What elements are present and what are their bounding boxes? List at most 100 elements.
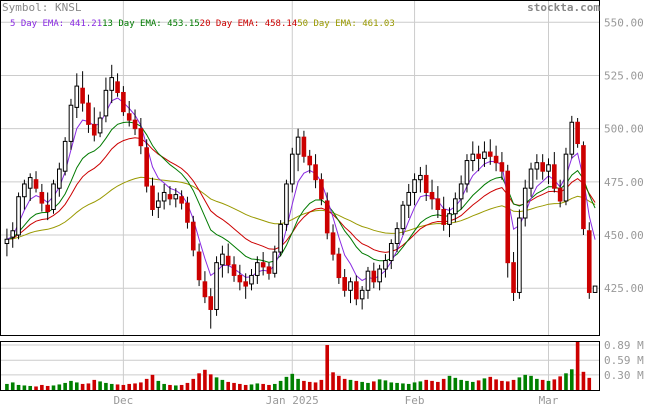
volume-bar [529,375,533,390]
volume-bar [63,382,67,390]
candle-body [190,221,196,251]
date-tick-label: Feb [405,394,425,406]
candle-body [592,285,598,293]
volume-tick-label: 0.59 M [604,354,644,367]
candle-body [138,128,144,147]
volume-bar [104,382,108,390]
candle-body [336,253,342,279]
candle-body [499,162,505,172]
candle-body [237,274,243,283]
volume-bar [238,383,242,390]
volume-bar [488,376,493,390]
volume-bar [69,380,73,390]
volume-bar [313,382,318,390]
volume-bar [162,383,166,390]
volume-bar [424,379,429,390]
candle-body [27,177,33,189]
ema-20-line [6,137,596,253]
volume-bar [296,378,300,390]
price-tick-label: 550.00 [604,16,644,29]
volume-bar [482,378,487,390]
candle-body [249,274,254,285]
volume-bar [331,372,335,390]
volume-bar [470,381,475,390]
price-tick-label: 425.00 [604,282,644,295]
candle-body [319,179,324,200]
candle-body [365,270,371,291]
candle-body [295,136,301,155]
volume-bar [564,373,568,390]
volume-bar [40,384,44,390]
candle-body [86,102,91,125]
candle-body [313,164,318,181]
candle-body [546,164,551,172]
candle-body [540,162,545,172]
volume-bar [389,382,394,390]
volume-bar [377,379,382,390]
volume-bar [261,383,265,390]
candle-body [33,179,39,189]
candle-body [161,191,167,202]
volume-axis-labels: 0.30 M 0.59 M 0.89 M [604,339,644,382]
volume-bar [476,380,481,390]
volume-bar [307,381,312,390]
grid-lines [1,1,599,390]
volume-bar [255,383,260,390]
volume-bar [10,382,15,390]
volume-bar [51,385,56,390]
candle-body [22,183,27,198]
volume-bar [185,382,190,390]
volume-bar [80,383,85,390]
candle-body [243,281,248,287]
volume-bar [494,379,498,390]
volume-bar [267,384,271,390]
candle-body [97,117,103,134]
candle-body [126,113,132,121]
volume-bar [284,376,289,390]
price-tick-label: 475.00 [604,176,644,189]
volume-bar [232,382,236,390]
candle-body [406,191,412,206]
candle-body [109,77,115,91]
volume-bar [290,373,295,390]
volume-bar [179,384,184,390]
candle-body [470,153,476,162]
candlesticks [4,64,598,329]
ema-13-legend: 13 Day EMA: 453.15 [102,19,200,29]
volume-bar [569,369,574,390]
volume-bar [406,383,411,390]
symbol-value: KNSL [54,1,82,14]
candle-body [278,223,283,253]
candle-body [458,183,464,200]
volume-bar [366,382,370,390]
volume-bar [436,381,440,390]
volume-bar [57,384,62,390]
volume-bar [45,385,50,390]
candle-body [581,145,586,230]
volume-bar [28,385,33,390]
candle-body [423,174,429,193]
volume-bar [243,384,248,390]
volume-bar [337,375,341,390]
candle-body [74,85,80,108]
volume-bar [430,380,434,390]
volume-bar [546,380,551,390]
volume-bar [348,379,353,390]
candle-body [464,160,470,185]
candle-body [231,264,237,276]
symbol-title: Symbol: KNSL [2,1,81,14]
candle-body [51,183,56,210]
candle-body [91,123,97,136]
volume-bar [92,379,97,390]
volume-bar [168,384,172,390]
candle-body [586,230,592,293]
candle-body [324,200,330,234]
price-panel-frame [0,0,600,336]
volume-bar [342,378,347,390]
candle-body [388,243,394,262]
price-tick-label: 500.00 [604,123,644,136]
candle-body [441,208,446,225]
volume-bars [5,342,592,390]
candle-body [214,262,219,310]
